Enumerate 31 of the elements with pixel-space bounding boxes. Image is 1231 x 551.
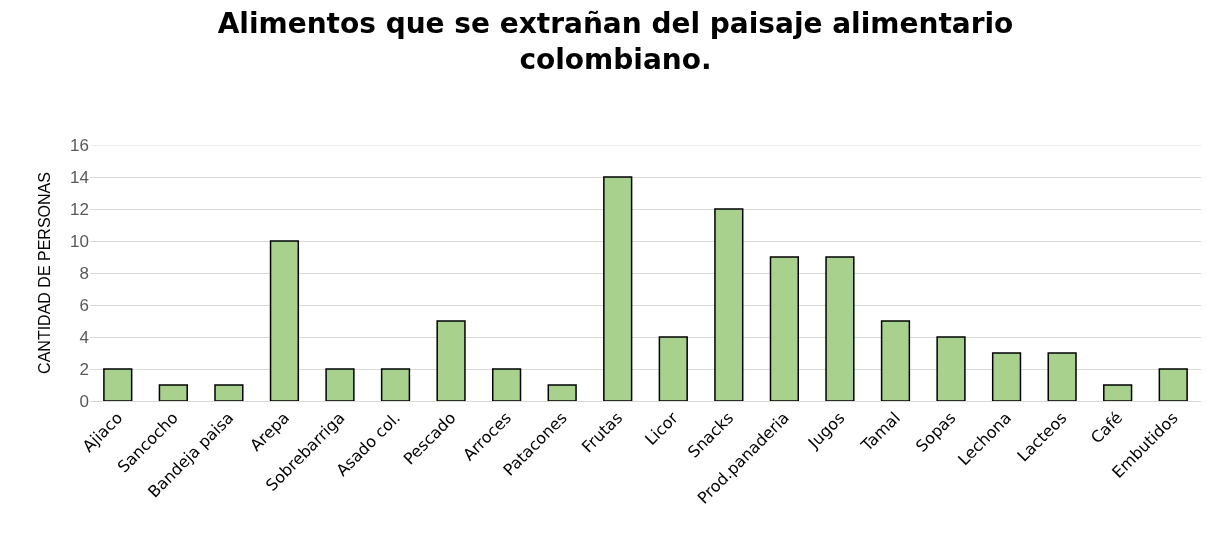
bar: [214, 384, 244, 401]
y-tick-label: 14: [70, 167, 89, 187]
bar: [714, 208, 744, 401]
bar: [936, 336, 966, 401]
bar: [991, 352, 1022, 401]
bar: [491, 368, 522, 401]
y-tick-label: 2: [79, 359, 89, 379]
bar: [103, 368, 133, 401]
chart-title: Alimentos que se extrañan del paisaje alimentario colombiano.: [217, 7, 1014, 77]
y-tick-label: 16: [70, 135, 89, 155]
y-tick-label: 4: [79, 327, 89, 347]
bar: [1103, 384, 1133, 401]
bar: [1047, 352, 1077, 401]
bar: [547, 384, 577, 401]
y-tick-label: 6: [79, 295, 89, 315]
bar: [880, 320, 911, 401]
bar: [658, 336, 688, 401]
bar: [380, 368, 411, 401]
bar: [269, 240, 300, 401]
y-tick-label: 0: [79, 391, 89, 411]
y-axis-title: CANTIDAD DE PERSONAS: [35, 172, 53, 374]
bar: [1158, 368, 1188, 401]
bar: [825, 256, 855, 401]
bar: [769, 256, 800, 401]
y-tick-label: 10: [70, 231, 89, 251]
bar: [603, 176, 633, 401]
bar: [158, 384, 188, 401]
bar: [436, 320, 466, 401]
y-tick-label: 8: [79, 263, 89, 283]
bar: [325, 368, 355, 401]
y-tick-label: 12: [70, 199, 89, 219]
